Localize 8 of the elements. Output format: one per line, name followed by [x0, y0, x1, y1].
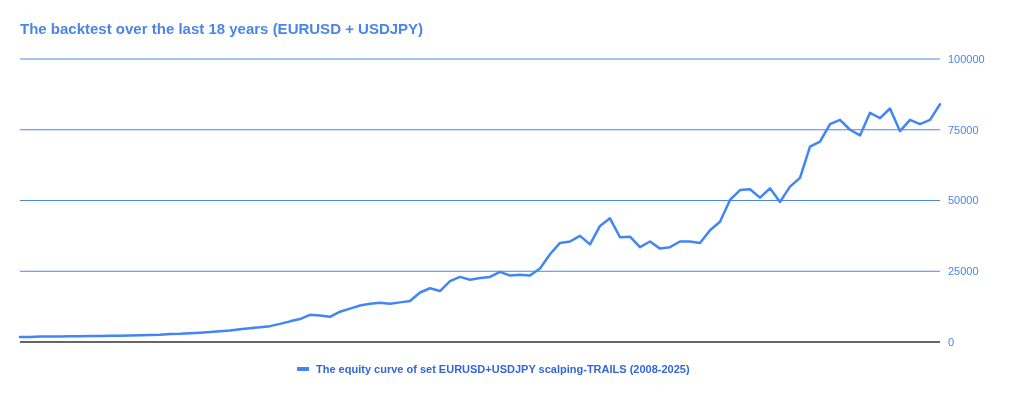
y-tick-label: 50000 [948, 194, 979, 207]
y-tick-label: 75000 [948, 123, 979, 136]
y-tick-label: 0 [948, 335, 955, 348]
line-series [18, 103, 942, 339]
chart-title: The backtest over the last 18 years (EURUSD + USDJPY) [20, 20, 424, 37]
legend-label: The equity curve of set EURUSD+USDJPY scalping-TRAILS (2008-2025) [316, 362, 690, 375]
y-tick-label: 25000 [948, 265, 979, 278]
y-tick-label: 100000 [948, 52, 985, 65]
